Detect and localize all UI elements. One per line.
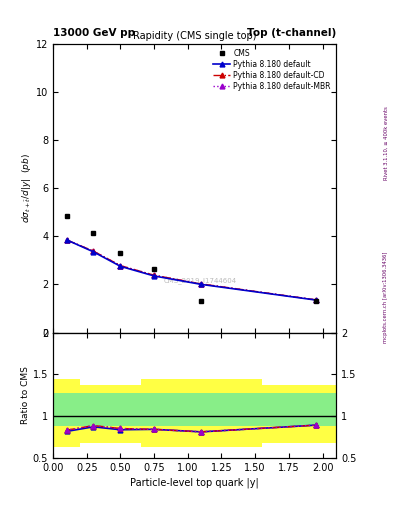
Title: Rapidity (CMS single top): Rapidity (CMS single top) [133, 31, 256, 41]
Pythia 8.180 default-MBR [118, 263, 123, 269]
CMS [118, 250, 123, 256]
Legend: CMS, Pythia 8.180 default, Pythia 8.180 default-CD, Pythia 8.180 default-MBR: CMS, Pythia 8.180 default, Pythia 8.180 … [212, 47, 332, 92]
Pythia 8.180 default-MBR [64, 237, 69, 243]
Text: Rivet 3.1.10, ≥ 400k events: Rivet 3.1.10, ≥ 400k events [384, 106, 388, 180]
Line: Pythia 8.180 default: Pythia 8.180 default [64, 238, 318, 303]
Text: Top (t-channel): Top (t-channel) [247, 28, 336, 38]
Pythia 8.180 default [64, 237, 69, 243]
Y-axis label: Ratio to CMS: Ratio to CMS [21, 367, 30, 424]
CMS [64, 212, 69, 219]
Pythia 8.180 default-MBR [199, 281, 204, 287]
Pythia 8.180 default [314, 297, 318, 303]
Text: 13000 GeV pp: 13000 GeV pp [53, 28, 135, 38]
Pythia 8.180 default [91, 249, 96, 255]
Line: CMS: CMS [64, 214, 318, 304]
Pythia 8.180 default-CD [314, 297, 318, 303]
Pythia 8.180 default-CD [91, 248, 96, 254]
Pythia 8.180 default-CD [199, 281, 204, 287]
CMS [199, 298, 204, 304]
Line: Pythia 8.180 default-MBR: Pythia 8.180 default-MBR [64, 238, 318, 302]
Pythia 8.180 default-CD [152, 272, 156, 279]
Pythia 8.180 default-MBR [314, 297, 318, 303]
Text: CMS_2019_I1744604: CMS_2019_I1744604 [163, 277, 237, 284]
Pythia 8.180 default [152, 273, 156, 279]
Pythia 8.180 default-CD [64, 237, 69, 243]
CMS [152, 266, 156, 272]
Pythia 8.180 default [199, 281, 204, 287]
Pythia 8.180 default-CD [118, 263, 123, 269]
CMS [314, 298, 318, 304]
Pythia 8.180 default-MBR [152, 272, 156, 279]
X-axis label: Particle-level top quark |y|: Particle-level top quark |y| [130, 477, 259, 488]
Pythia 8.180 default-MBR [91, 248, 96, 254]
Y-axis label: $d\sigma_{t+\bar{t}}/d|y|\ \ (pb)$: $d\sigma_{t+\bar{t}}/d|y|\ \ (pb)$ [20, 153, 33, 223]
Pythia 8.180 default [118, 263, 123, 269]
Line: Pythia 8.180 default-CD: Pythia 8.180 default-CD [64, 238, 318, 302]
Text: mcplots.cern.ch [arXiv:1306.3436]: mcplots.cern.ch [arXiv:1306.3436] [384, 251, 388, 343]
CMS [91, 229, 96, 236]
